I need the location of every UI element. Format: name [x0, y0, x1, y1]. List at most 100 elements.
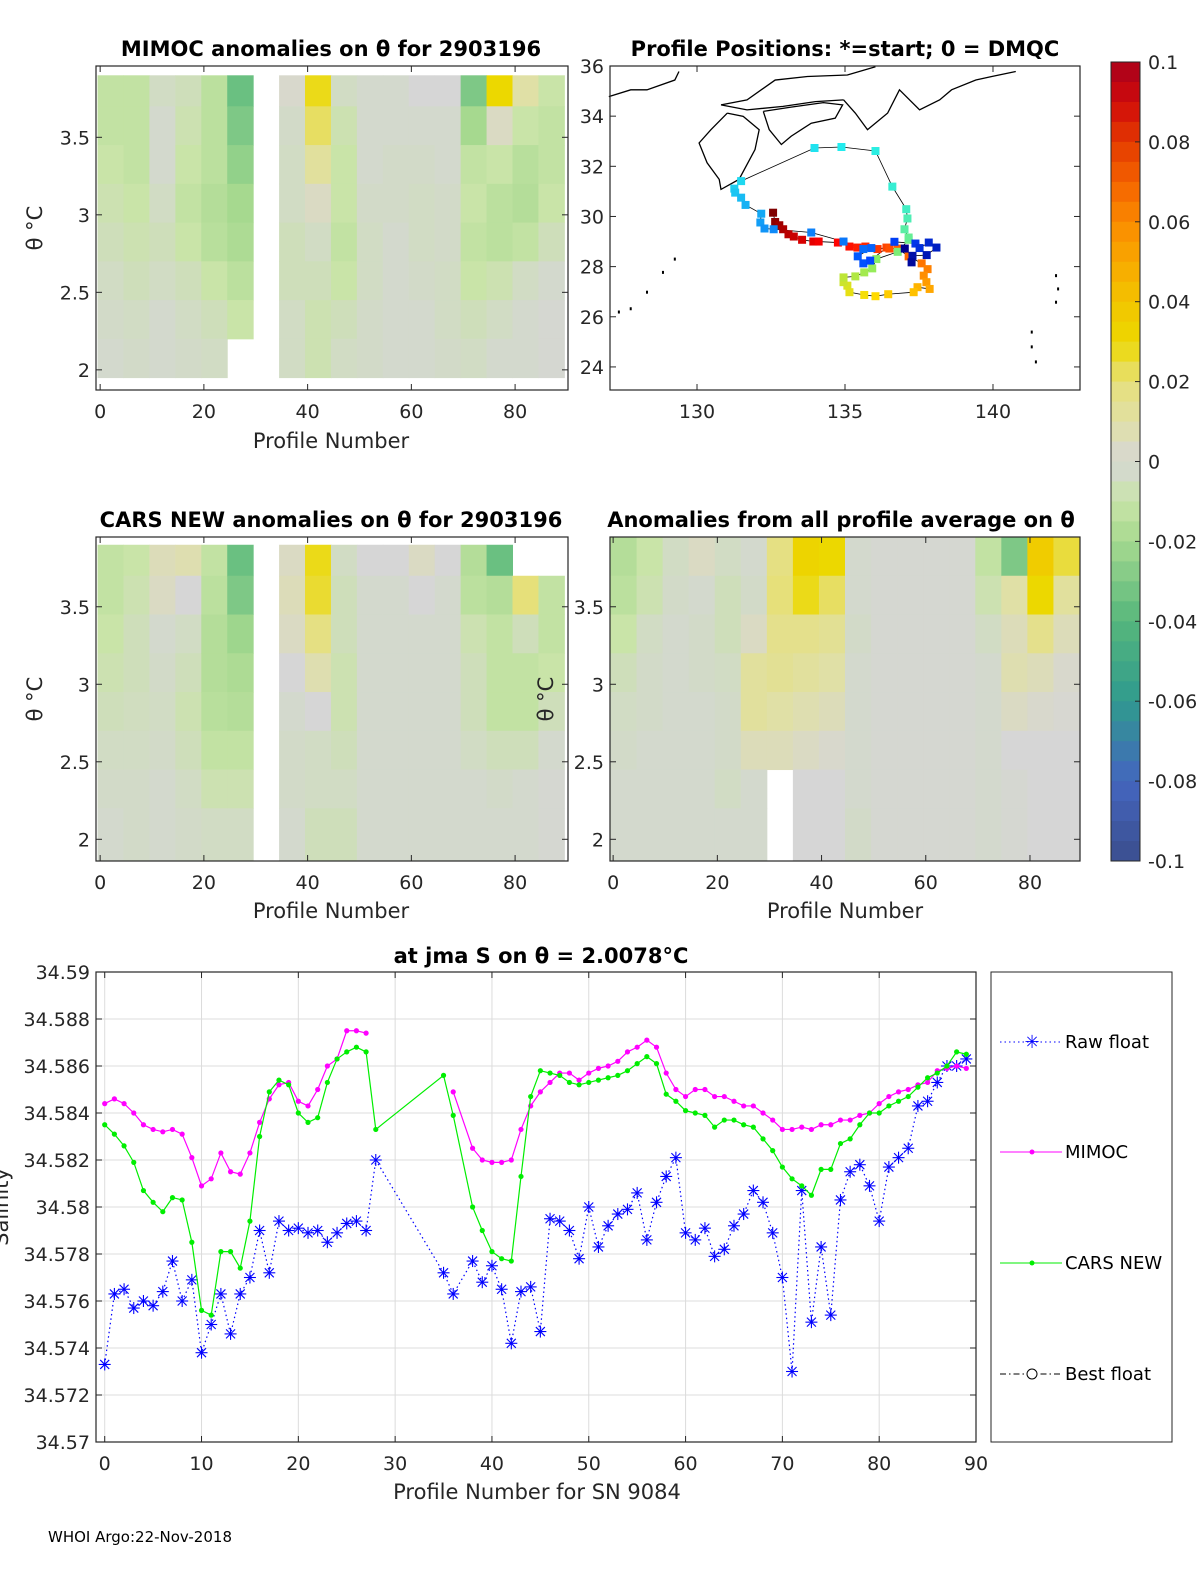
mimoc-heatmap-cell [123, 75, 150, 107]
avg-heatmap-cell [949, 575, 976, 616]
colorbar-tick-label: -0.04 [1148, 611, 1197, 633]
colorbar-segment [1111, 361, 1140, 383]
cars-heatmap-cell [123, 575, 150, 616]
avg-heatmap-cell [688, 537, 716, 577]
colorbar-segment [1111, 141, 1140, 163]
mimoc-heatmap-cell [356, 145, 384, 185]
cars-new-point [518, 1173, 524, 1180]
mimoc-point [799, 1124, 805, 1130]
avg-heatmap-cell [1001, 537, 1028, 577]
cars-heatmap-cell [382, 808, 410, 862]
cars-new-point [353, 1044, 360, 1050]
mimoc-xtick-label: 20 [192, 401, 216, 423]
avg-heatmap-cell [897, 614, 924, 654]
mimoc-heatmap-cell [330, 145, 358, 185]
mimoc-point [605, 1063, 611, 1069]
avg-heatmap-cell [871, 808, 898, 862]
raw-float-point [292, 1222, 305, 1235]
cars-heatmap-cell [149, 575, 176, 616]
mimoc-heatmap-cell [201, 338, 228, 379]
asterisk-stroke [157, 1286, 168, 1297]
asterisk-stroke [186, 1274, 197, 1285]
avg-heatmap-cell [610, 808, 638, 862]
legend-label-cars: CARS NEW [1065, 1253, 1162, 1274]
cars-new-point [770, 1148, 776, 1154]
cars-heatmap-cell [123, 808, 150, 862]
mimoc-heatmap-cell [201, 261, 228, 301]
cars-heatmap-cell [279, 808, 306, 862]
legend-item-best-float: Best float [1000, 1364, 1151, 1385]
salinity-ytick-label: 34.582 [24, 1150, 90, 1172]
mimoc-heatmap-cell [201, 75, 228, 107]
avg-heatmap-cell [1027, 808, 1054, 862]
mimoc-heatmap-cell [175, 261, 202, 301]
asterisk-stroke [196, 1347, 207, 1358]
avg-heatmap-cell [792, 653, 820, 693]
cars-heatmap-cell [330, 692, 358, 732]
mimoc-heatmap-cell [538, 145, 565, 185]
raw-float-point [447, 1287, 460, 1300]
avg-heatmap-cell [1001, 808, 1028, 862]
cars-heatmap-cell [512, 808, 539, 862]
cars-new-point [557, 1072, 563, 1078]
salinity-ytick-label: 34.586 [24, 1056, 90, 1078]
avg-heatmap-cell [975, 730, 1002, 771]
avg-heatmap-cell [636, 575, 664, 616]
avg-heatmap-cell [845, 730, 872, 771]
profile-position-marker [904, 233, 913, 242]
cars-heatmap-cell [227, 614, 254, 654]
cars-heatmap-cell [123, 614, 150, 654]
raw-float-point [747, 1184, 760, 1197]
cars-heatmap-cell [382, 544, 410, 577]
colorbar-segment [1111, 781, 1140, 802]
avg-heatmap-cell [610, 575, 638, 616]
cars-new-point [808, 1192, 815, 1198]
cars-heatmap-cell [486, 730, 514, 771]
cars-heatmap-cell [408, 808, 436, 862]
profile-position-marker [867, 244, 876, 253]
cars-new-point [286, 1082, 292, 1088]
mimoc-heatmap-cell [175, 75, 202, 107]
raw-float-point [766, 1226, 779, 1239]
mimoc-point [905, 1086, 911, 1093]
coastline [698, 112, 760, 191]
salinity-ytick-label: 34.574 [24, 1338, 90, 1360]
cars-new-point [227, 1249, 234, 1255]
mimoc-point [160, 1129, 166, 1135]
asterisk-stroke [109, 1289, 120, 1299]
cars-new-point [266, 1089, 272, 1095]
raw-float-point [302, 1226, 315, 1239]
avg-heatmap-cell [1001, 769, 1028, 809]
raw-float-point [863, 1179, 876, 1192]
profile-position-marker [807, 228, 816, 237]
cars-new-point [334, 1056, 340, 1062]
asterisk-stroke [709, 1251, 720, 1262]
profile-position-marker [769, 208, 778, 217]
map-ytick-label: 32 [580, 156, 604, 178]
profile-position-marker [737, 177, 746, 186]
cars-new-point [198, 1307, 205, 1313]
asterisk-stroke [264, 1267, 275, 1278]
raw-float-point [573, 1252, 586, 1265]
cars-heatmap-cell [434, 653, 462, 693]
avg-heatmap-cell [871, 575, 898, 616]
avg-heatmap-cell [688, 614, 716, 654]
raw-float-point [369, 1154, 382, 1166]
avg-heatmap-cell [975, 575, 1002, 616]
cars-heatmap-cell [330, 769, 358, 809]
raw-float-point [892, 1151, 905, 1164]
raw-float-point [272, 1215, 285, 1228]
raw-float-point [224, 1327, 237, 1340]
profile-position-marker [908, 251, 917, 260]
avg-heatmap-cell [818, 769, 846, 809]
colorbar-segment [1111, 581, 1140, 602]
avg-heatmap-cell [975, 808, 1002, 862]
mimoc-heatmap-cell [227, 183, 254, 224]
avg-heatmap-cell [1027, 614, 1054, 654]
raw-float-point [669, 1151, 682, 1164]
colorbar-tick-label: 0 [1148, 452, 1160, 474]
salinity-xtick-label: 80 [867, 1453, 891, 1475]
mimoc-point [499, 1159, 505, 1165]
mimoc-heatmap-cell [382, 222, 410, 262]
mimoc-heatmap-cell [512, 183, 539, 224]
